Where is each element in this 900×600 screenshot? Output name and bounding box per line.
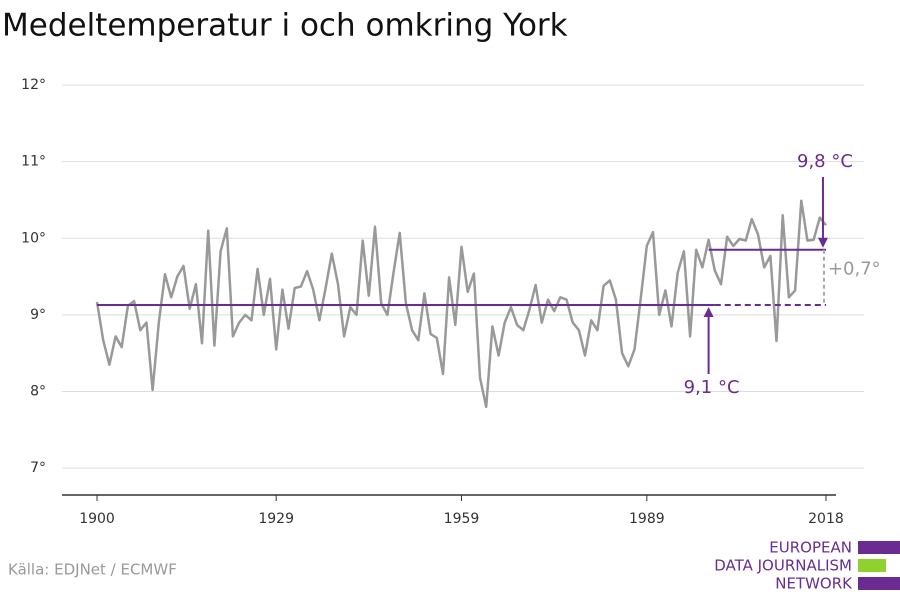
- arrow-head: [703, 306, 714, 317]
- y-tick-label: 12°: [21, 77, 46, 93]
- logo-text: EUROPEAN: [769, 539, 852, 557]
- logo-bar: [858, 577, 900, 590]
- x-tick-label: 2018: [808, 511, 844, 527]
- x-tick-label: 1959: [444, 511, 480, 527]
- y-tick-label: 11°: [21, 154, 46, 170]
- logo: EUROPEAN DATA JOURNALISM NETWORK: [714, 539, 900, 593]
- logo-text: DATA JOURNALISM: [714, 557, 852, 575]
- x-tick-label: 1900: [79, 511, 115, 527]
- difference-label: +0,7°: [828, 258, 881, 279]
- logo-bar: [858, 559, 886, 572]
- x-tick-label: 1989: [629, 511, 665, 527]
- y-tick-label: 9°: [30, 307, 46, 323]
- logo-bar: [858, 541, 900, 554]
- source: Källa: EDJNet / ECMWF: [8, 561, 177, 579]
- reference-label: 9,8 °C: [797, 151, 853, 172]
- reference-label: 9,1 °C: [684, 377, 740, 398]
- y-tick-label: 8°: [30, 384, 46, 400]
- arrow-head: [817, 237, 828, 248]
- y-tick-label: 7°: [30, 460, 46, 476]
- logo-text: NETWORK: [775, 575, 853, 593]
- chart-title: Medeltemperatur i och omkring York: [2, 8, 568, 44]
- data-line: [95, 199, 827, 409]
- y-tick-label: 10°: [21, 230, 46, 246]
- x-tick-label: 1929: [258, 511, 294, 527]
